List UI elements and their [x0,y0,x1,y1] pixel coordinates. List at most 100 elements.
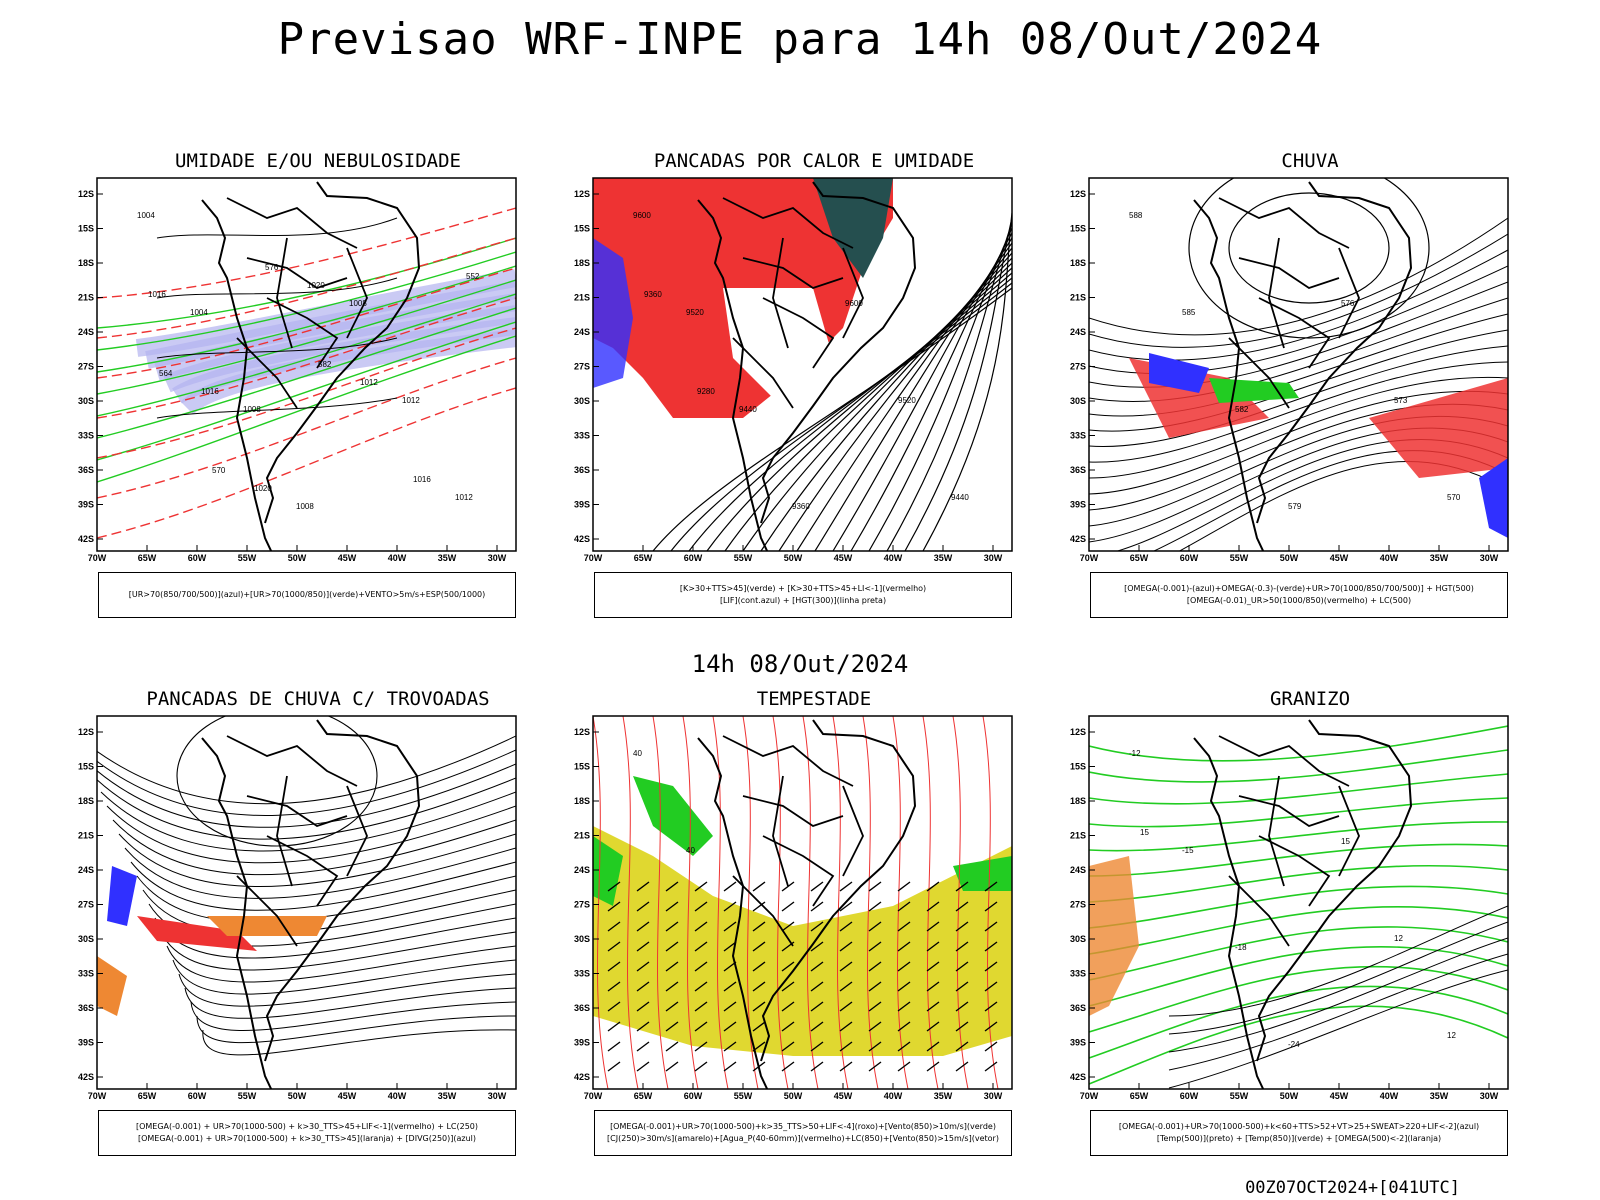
wind-vector [723,941,737,952]
country-border [722,197,854,249]
lat-tick-label: 33S [574,969,590,979]
divergence-area [107,866,137,926]
panel-legend: [K>30+TTS>45](verde) + [K>30+TTS>45+LI<-… [594,572,1012,618]
wind-vector [955,941,969,952]
contour-label: 9600 [845,299,863,308]
humidity-band [180,329,516,415]
lc-streamline [892,716,909,1089]
wind-vector [781,961,795,972]
lon-tick-label: 35W [1430,1091,1449,1101]
wind-vector [984,901,998,912]
lon-tick-label: 60W [1180,1091,1199,1101]
contour-label: 564 [159,369,173,378]
temp850-contour [1089,725,1508,762]
lon-tick-label: 65W [138,553,157,563]
streamline [118,833,516,887]
lat-tick-label: 30S [78,934,94,944]
map-frame [592,715,1013,1090]
map-frame [96,177,517,552]
country-border [722,735,854,787]
wind-vector [636,1021,650,1032]
wind-vector [723,1041,737,1052]
contour-label: 9280 [697,387,715,396]
hgt-contour [1089,390,1508,495]
country-border [772,237,789,349]
lon-tick-label: 55W [238,1091,257,1101]
lat-tick-label: 15S [574,762,590,772]
lat-tick-label: 15S [1070,224,1086,234]
thickness-contour [97,297,516,419]
streamline [160,931,516,971]
lif-contour [593,238,633,388]
country-border [246,795,348,827]
wind-vector [810,961,824,972]
lat-tick-label: 39S [574,1038,590,1048]
lon-tick-label: 35W [934,553,953,563]
thickness-contour [97,237,516,339]
legend-line: [CJ(250)>30m/s](amarelo)+[Agua_P(40-60mm… [607,1134,999,1143]
panel-legend: [OMEGA(-0.001) + UR>70(1000-500) + k>30_… [98,1110,516,1156]
lat-tick-label: 42S [1070,1072,1086,1082]
wind-vector [810,1061,824,1072]
lon-tick-label: 70W [1080,1091,1099,1101]
lat-tick-label: 36S [78,465,94,475]
wind-vector [839,1041,853,1052]
wind-vector [810,901,824,912]
lon-tick-label: 30W [488,553,507,563]
wind-vector [926,1001,940,1012]
lon-tick-label: 70W [88,553,107,563]
lat-tick-label: 33S [1070,969,1086,979]
lon-tick-label: 40W [1380,553,1399,563]
wind-vector [984,1041,998,1052]
wind-vector [926,1061,940,1072]
map-tempestade: 40 40 12S 15S 18S 21S 24S 27S 30S 33S 36S 39S 42S 70W… [574,715,1013,1101]
lat-tick-label: 30S [1070,396,1086,406]
contour-label: 1004 [190,308,208,317]
lon-tick-label: 40W [884,553,903,563]
country-border [276,237,293,349]
country-border [226,735,358,787]
thickness-contour [97,387,516,539]
wind-vector [665,921,679,932]
hgt-contour [1089,297,1508,402]
wind-vector [984,1001,998,1012]
wind-vector [810,881,824,892]
thickness-contour [97,327,516,459]
temp500-contour [1168,937,1508,1053]
lon-tick-label: 60W [188,553,207,563]
wind-vector [636,1001,650,1012]
humidity-band [163,305,516,393]
temp850-contour [1089,749,1508,783]
country-border [1268,775,1285,887]
contour-label: 40 [686,846,695,855]
contour-label: 576 [265,263,279,272]
wind-vector [926,1021,940,1032]
lon-tick-label: 30W [1480,553,1499,563]
legend-line: [OMEGA(-0.01)_UR>50(1000/850)(vermelho) … [1186,596,1412,605]
wind-vector [694,981,708,992]
legend-line: [Temp(500)](preto) + [Temp(850)](verde) … [1156,1134,1442,1143]
coastline [1256,181,1413,524]
wind-vector [955,1061,969,1072]
wind-vector [723,921,737,932]
country-border [236,337,298,409]
panel-umidade: UMIDADE E/OU NEBULOSIDADE 1004 1004 1008 100… [78,150,558,630]
wind-vector [723,1061,737,1072]
lon-tick-label: 60W [684,553,703,563]
lat-tick-label: 15S [1070,762,1086,772]
wind-vector [781,881,795,892]
lat-tick-label: 30S [78,396,94,406]
panel-title: UMIDADE E/OU NEBULOSIDADE [175,150,461,172]
hgt-contour [832,237,1012,551]
teal-area [813,178,893,278]
pressure-contour [156,217,398,239]
temp850-contour [1089,864,1508,903]
wind-vector [665,1021,679,1032]
map-umidade: 1004 1004 1008 1008 1008 1012 1012 1016 1016 1020… [78,177,517,563]
wind-vector [723,901,737,912]
lat-tick-label: 36S [574,465,590,475]
wind-vector [868,1021,882,1032]
wind-vector [926,881,940,892]
contour-label: -18 [1235,943,1247,952]
panel-chuva: CHUVA 588 585 582 579 576 573 570 12S 15S 18S 21S 24… [1070,150,1550,630]
